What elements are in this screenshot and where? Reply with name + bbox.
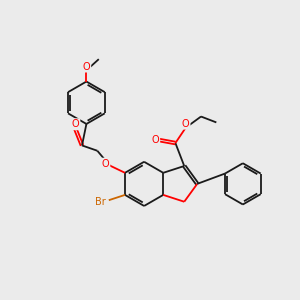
Text: O: O (182, 118, 190, 129)
Text: Br: Br (95, 197, 106, 207)
Text: O: O (82, 61, 90, 71)
Text: O: O (152, 135, 159, 145)
Text: O: O (72, 119, 79, 129)
Text: O: O (102, 159, 110, 169)
